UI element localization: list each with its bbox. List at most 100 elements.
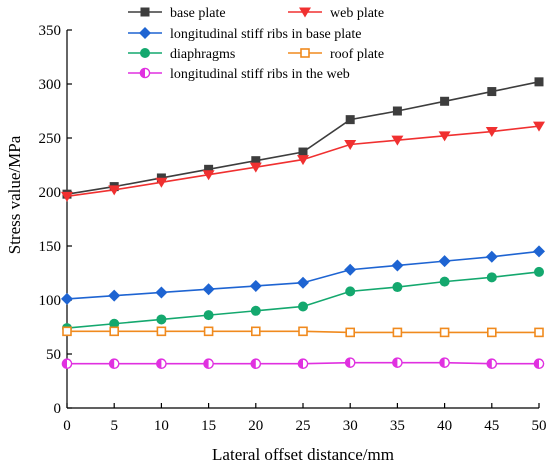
marker-half-fill [487,359,492,369]
legend-marker [140,48,150,58]
legend-item: longitudinal stiff ribs in base plate [128,27,361,42]
data-point [297,276,309,289]
data-point [486,327,497,338]
data-point [438,131,451,142]
x-tick-label: 20 [248,418,263,434]
data-point [250,358,262,370]
data-point [344,357,356,368]
legend-item: web plate [288,6,384,21]
data-point [486,272,497,283]
data-point [486,358,498,370]
legend-item: base plate [128,6,226,21]
legend-marker [299,7,311,18]
data-point [487,87,497,97]
x-tick-label: 0 [63,418,71,434]
marker-half-fill [392,358,398,368]
legend-label: longitudinal stiff ribs in base plate [170,27,361,42]
data-point [298,326,308,337]
x-tick-label: 15 [201,418,216,434]
x-tick-label: 10 [154,418,169,434]
marker-half-fill [251,359,256,369]
data-point [249,162,262,173]
data-point [155,286,168,299]
y-tick-label: 300 [39,77,62,93]
marker-half-fill [109,359,115,369]
series-1 [61,121,545,202]
series-3 [62,266,544,334]
data-point [155,177,168,188]
data-point [204,164,214,174]
legend-marker [140,7,150,17]
data-point [108,185,121,196]
data-point [392,327,403,338]
x-axis-title: Lateral offset distance/mm [212,445,394,464]
marker-half-fill [345,358,351,368]
data-point [62,326,72,337]
data-point [251,326,261,337]
marker-half-fill [534,359,539,369]
data-point [345,286,356,297]
data-point [439,327,450,338]
x-tick-label: 40 [437,418,452,434]
legend-label: roof plate [330,47,384,62]
x-tick-label: 30 [343,418,358,434]
series-5 [61,357,545,370]
data-point [440,96,450,106]
series-line [66,81,540,195]
series-line [66,250,540,300]
data-point [251,156,261,166]
data-point [297,155,309,166]
data-point [344,139,357,150]
legend-label: diaphragms [170,47,235,62]
y-tick-label: 150 [39,239,62,255]
legend: base plate web plate longitudinal stiff ri… [128,6,384,82]
data-point [344,263,357,276]
data-point [298,147,308,157]
legend-item: roof plate [288,47,384,62]
y-axis-title: Stress value/MPa [5,135,24,254]
data-point [392,357,403,368]
data-point [203,326,214,337]
legend-marker [300,48,310,58]
data-point [61,292,73,305]
data-point [249,279,262,292]
marker-half-fill [440,358,445,368]
x-tick-label: 45 [484,418,499,434]
y-tick-label: 100 [39,293,62,309]
data-point [534,77,544,87]
marker-half-fill [298,359,303,369]
legend-marker [139,67,151,79]
data-point [391,259,404,272]
data-point [439,276,450,287]
data-point [392,282,403,293]
series-layer [61,77,545,370]
data-point [109,326,119,337]
marker-half-fill [204,359,209,369]
data-point [61,358,73,370]
legend-label: base plate [170,6,226,21]
data-point [203,310,214,321]
y-tick-label: 50 [46,347,61,363]
legend-item: diaphragms [128,47,235,62]
data-point [439,357,450,368]
legend-label: longitudinal stiff ribs in the web [170,67,350,82]
legend-label: web plate [330,6,384,21]
series-0 [62,77,544,199]
data-point [61,191,73,202]
y-tick-label: 0 [54,401,62,417]
series-2 [61,245,545,305]
x-tick-label: 50 [532,418,547,434]
data-point [202,283,215,296]
data-point [391,135,404,146]
data-point [297,358,309,370]
data-point [156,326,167,337]
series-4 [62,326,544,338]
data-point [202,170,215,181]
axes: 0 50 100 150 200 250 300 350 0 5 10 15 20 25 30 35 40 45 5… [39,23,547,434]
data-point [533,358,545,370]
y-tick-label: 200 [39,185,62,201]
data-point [485,250,498,263]
data-point [534,327,544,338]
data-point [485,127,498,138]
